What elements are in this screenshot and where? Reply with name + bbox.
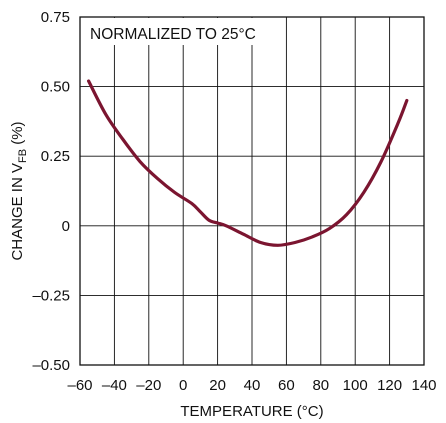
x-tick-label: 0 [179, 377, 187, 394]
y-tick-label: 0.50 [41, 79, 70, 96]
x-tick-label: –40 [102, 377, 127, 394]
y-tick-label: 0.25 [41, 148, 70, 165]
y-tick-label: –0.25 [32, 287, 70, 304]
y-axis-title: CHANGE IN VFB (%) [9, 121, 29, 260]
grid [80, 17, 424, 365]
x-tick-labels: –60 –40 –20 0 20 40 60 80 100 120 140 [67, 377, 436, 394]
x-tick-label: 40 [244, 377, 261, 394]
x-tick-label: 80 [312, 377, 329, 394]
y-tick-label: –0.50 [32, 357, 70, 374]
series-line-0 [87, 79, 409, 247]
x-tick-label: 20 [209, 377, 226, 394]
x-tick-label: 60 [278, 377, 295, 394]
annotation-background [81, 18, 267, 45]
x-tick-label: 140 [411, 377, 436, 394]
x-tick-label: 100 [343, 377, 368, 394]
y-axis-title-unit: (%) [9, 121, 26, 149]
y-tick-label: 0.75 [41, 9, 70, 26]
y-tick-label: 0 [62, 218, 70, 235]
annotation: NORMALIZED TO 25°C [90, 26, 256, 43]
x-tick-label: –60 [67, 377, 92, 394]
y-axis-title-main: CHANGE IN V [9, 163, 26, 261]
x-tick-label: –20 [136, 377, 161, 394]
x-axis-title: TEMPERATURE (°C) [180, 403, 323, 420]
y-axis-title-subscript: FB [17, 149, 29, 163]
y-tick-labels: 0.75 0.50 0.25 0 –0.25 –0.50 [32, 9, 70, 374]
curve-layer [87, 79, 409, 247]
x-tick-label: 120 [377, 377, 402, 394]
plot-frame [79, 16, 425, 366]
